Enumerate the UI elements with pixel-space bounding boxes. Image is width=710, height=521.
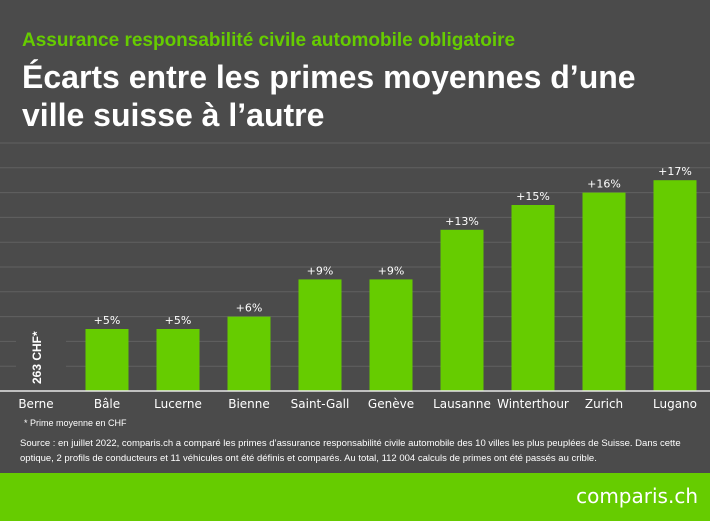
bar-lausanne: [440, 229, 484, 391]
data-label: +5%: [165, 314, 192, 327]
x-tick-label: Lucerne: [154, 397, 202, 411]
x-tick-label: Genève: [368, 397, 414, 411]
data-label: +6%: [236, 302, 263, 315]
baseline-label: 263 CHF*: [30, 331, 44, 384]
bar-bienne: [227, 316, 271, 391]
x-tick-label: Bâle: [94, 397, 120, 411]
footnote: * Prime moyenne en CHF: [24, 418, 127, 428]
x-tick-label: Bienne: [228, 397, 270, 411]
x-tick-label: Winterthour: [497, 397, 569, 411]
data-label: +9%: [307, 264, 334, 277]
x-tick-label: Zurich: [585, 397, 623, 411]
data-label: +9%: [378, 264, 405, 277]
data-label: +16%: [587, 178, 621, 191]
bar-lugano: [653, 180, 697, 391]
footer-band: comparis.ch: [0, 473, 710, 521]
x-tick-label: Lausanne: [433, 397, 491, 411]
bar-chart: Berne +5% Bâle +5% Lucerne +6% Bienne +9% Saint-…: [0, 142, 710, 411]
data-label: +15%: [516, 190, 550, 203]
bar-lucerne: [156, 329, 200, 391]
bar-saint-gall: [298, 279, 342, 391]
comparis-logo: comparis.ch: [576, 484, 698, 508]
bar-zurich: [582, 192, 626, 391]
x-tick-label: Lugano: [653, 397, 697, 411]
bar-winterthour: [511, 205, 555, 391]
data-label: +5%: [94, 314, 121, 327]
chart-kicker: Assurance responsabilité civile automobi…: [22, 30, 516, 51]
x-tick-label: Berne: [18, 397, 53, 411]
bar-bâle: [85, 329, 129, 391]
data-label: +13%: [445, 215, 479, 228]
bar-genève: [369, 279, 413, 391]
source-text: Source : en juillet 2022, comparis.ch a …: [20, 438, 681, 464]
x-tick-label: Saint-Gall: [291, 397, 350, 411]
data-label: +17%: [658, 165, 692, 178]
chart-title: Écarts entre les primes moyennes d’une v…: [22, 59, 636, 133]
